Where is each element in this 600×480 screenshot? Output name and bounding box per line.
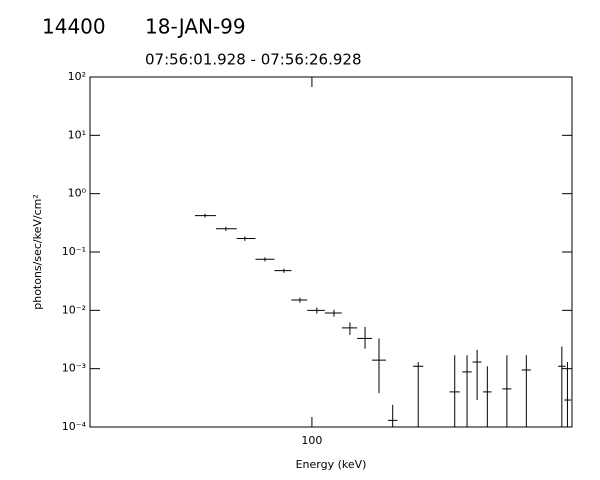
chart-date: 18-JAN-99	[145, 15, 246, 39]
x-tick-label: 100	[301, 434, 322, 447]
y-tick-label: 10⁻⁴	[62, 420, 87, 433]
chart-subtitle: 07:56:01.928 - 07:56:26.928	[145, 51, 361, 69]
y-tick-label: 10²	[68, 70, 86, 83]
y-tick-label: 10⁻³	[62, 362, 86, 375]
plot-frame	[89, 76, 573, 428]
plot-area	[194, 213, 572, 427]
y-tick-label: 10⁻²	[62, 303, 86, 316]
chart-title: 14400	[42, 15, 106, 39]
y-tick-label: 10¹	[68, 128, 86, 141]
y-axis-label: photons/sec/keV/cm²	[31, 194, 44, 310]
y-tick-label: 10⁻¹	[62, 245, 86, 258]
x-axis-label: Energy (keV)	[296, 458, 367, 471]
y-tick-label: 10⁰	[68, 187, 87, 200]
